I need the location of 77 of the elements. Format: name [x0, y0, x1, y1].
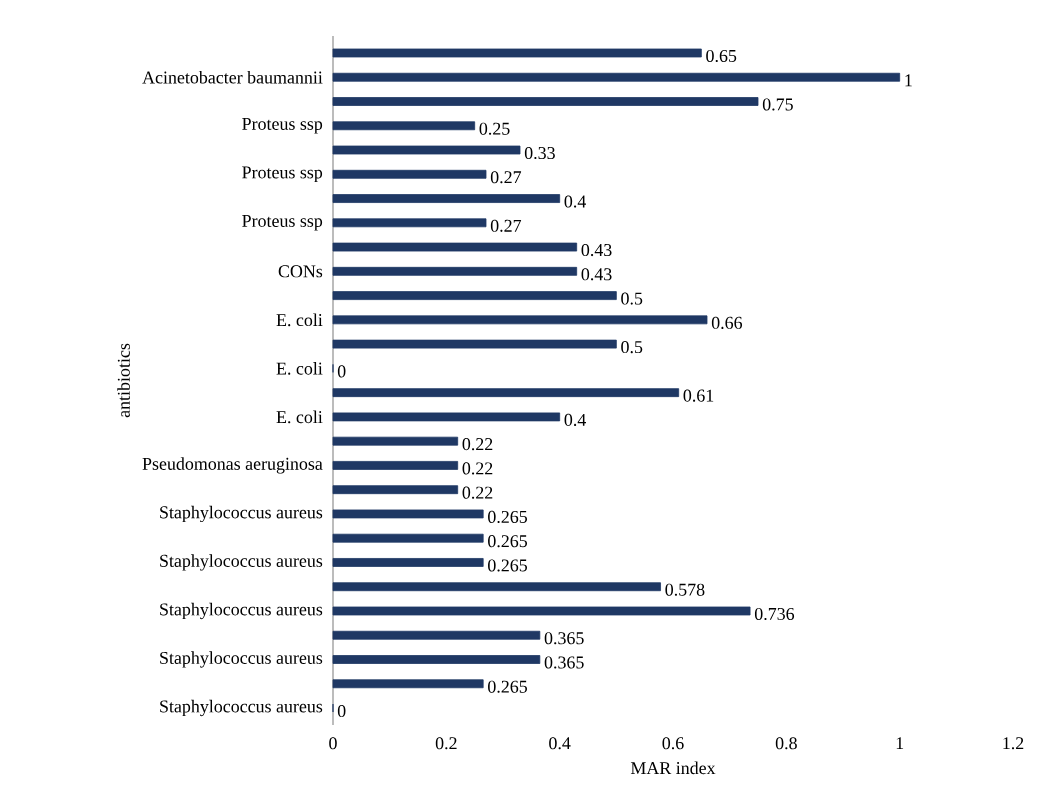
y-tick-label: Proteus ssp — [242, 166, 323, 183]
y-tick-label: E. coli — [276, 313, 323, 327]
data-label: 0.33 — [524, 146, 555, 160]
y-tick-label: Staphylococcus aureus — [160, 505, 323, 523]
data-label: 0.66 — [711, 316, 743, 329]
data-label: 0.736 — [754, 607, 795, 621]
y-tick-label: Proteus ssp — [242, 117, 323, 134]
y-tick-label: E. coli — [276, 362, 323, 375]
y-tick-label: Pseudomonas aeruginosa — [142, 457, 323, 474]
bar — [332, 315, 708, 325]
bar — [332, 72, 901, 82]
data-label: 0.5 — [621, 341, 643, 354]
data-label: 0.365 — [544, 632, 584, 645]
data-label: 0.22 — [462, 462, 493, 475]
bar — [332, 242, 578, 252]
bar — [332, 679, 484, 689]
bar — [332, 266, 578, 276]
bar — [332, 291, 617, 300]
data-label: 0.365 — [544, 656, 584, 669]
data-label: 0 — [337, 365, 346, 378]
data-label: 0.5 — [621, 292, 643, 305]
data-label: 0.43 — [581, 243, 612, 257]
data-label: 0.65 — [706, 49, 737, 63]
bar — [332, 509, 484, 519]
y-tick-label: E. coli — [276, 410, 323, 424]
data-label: 0.75 — [762, 98, 793, 111]
bar — [332, 630, 541, 640]
x-tick-label: 0 — [329, 737, 337, 750]
y-tick-label: Staphylococcus aureus — [160, 602, 323, 620]
bar — [332, 169, 487, 179]
y-tick-label: Acinetobacter baumannii — [142, 70, 323, 84]
y-tick-label: CONs — [278, 265, 323, 278]
y-tick-label: Proteus ssp — [242, 215, 323, 231]
y-axis-title: antibiotics — [117, 343, 130, 418]
y-tick-label: Staphylococcus aureus — [160, 651, 323, 668]
bar — [332, 485, 459, 495]
bar — [332, 606, 751, 616]
data-label: 0.43 — [581, 268, 612, 281]
bar — [332, 48, 702, 58]
y-tick-label: Staphylococcus aureus — [160, 554, 323, 571]
data-label: 0.4 — [564, 413, 587, 426]
data-label: 0.4 — [564, 195, 587, 208]
bar — [332, 97, 759, 106]
bar — [332, 436, 459, 446]
data-label: 0.25 — [479, 122, 510, 135]
data-label: 0.265 — [488, 680, 528, 693]
data-label: 1 — [905, 74, 912, 87]
x-tick-label: 0.2 — [435, 737, 457, 750]
y-tick-label: Staphylococcus aureus — [160, 699, 323, 717]
bar — [332, 218, 487, 228]
bar — [332, 533, 484, 543]
bar — [332, 121, 476, 131]
bar — [332, 388, 680, 398]
data-label: 0.265 — [488, 510, 528, 524]
data-label: 0.27 — [490, 171, 522, 184]
x-tick-label: 0.4 — [549, 737, 571, 750]
data-label: 0 — [337, 704, 346, 718]
x-tick-label: 0.8 — [775, 737, 797, 750]
x-axis-title: MAR index — [630, 761, 716, 775]
bar — [332, 412, 561, 422]
bar — [332, 194, 561, 203]
data-label: 0.265 — [488, 559, 528, 572]
x-tick-label: 1 — [896, 737, 904, 750]
bar — [332, 582, 661, 592]
bar — [332, 461, 459, 470]
bar — [332, 655, 541, 664]
bar — [332, 145, 521, 155]
bar — [332, 558, 484, 567]
x-tick-label: 0.6 — [662, 737, 684, 750]
data-label: 0.578 — [665, 583, 705, 596]
x-tick-label: 1.2 — [1003, 737, 1024, 750]
data-label: 0.265 — [488, 535, 528, 548]
data-label: 0.27 — [490, 219, 522, 232]
bar — [332, 339, 617, 349]
data-label: 0.22 — [462, 438, 493, 451]
data-label: 0.61 — [683, 389, 714, 402]
data-label: 0.22 — [462, 486, 493, 499]
